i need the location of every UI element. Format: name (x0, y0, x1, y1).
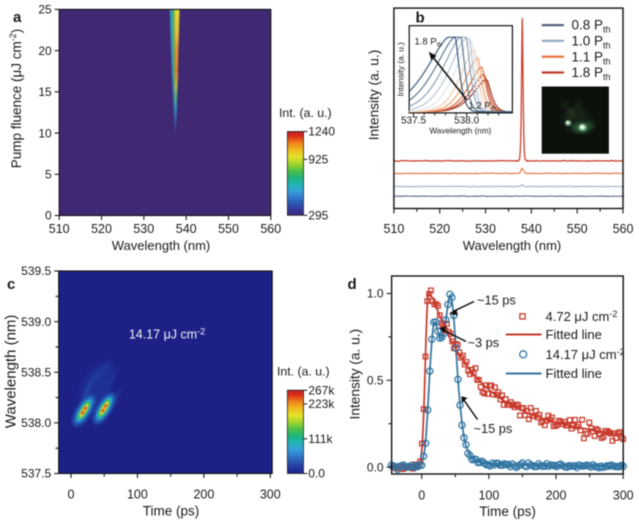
svg-text:539.0: 539.0 (21, 315, 51, 329)
svg-text:Wavelength (nm): Wavelength (nm) (112, 238, 211, 253)
svg-text:1.2 Pth: 1.2 Pth (469, 101, 497, 113)
svg-text:300: 300 (260, 488, 281, 502)
svg-text:Fitted line: Fitted line (546, 327, 602, 342)
svg-text:223k: 223k (308, 397, 335, 411)
svg-text:0: 0 (45, 209, 52, 223)
svg-text:510: 510 (383, 222, 404, 236)
svg-text:Intensity (a. u.): Intensity (a. u.) (367, 50, 382, 141)
svg-text:538.5: 538.5 (21, 366, 51, 380)
svg-text:540: 540 (521, 222, 542, 236)
svg-text:538.0: 538.0 (454, 116, 479, 127)
svg-text:14.17 μJ cm-2: 14.17 μJ cm-2 (129, 327, 205, 342)
svg-text:295: 295 (308, 209, 328, 223)
svg-text:1.1 Pth: 1.1 Pth (572, 49, 611, 66)
svg-text:d: d (348, 276, 357, 293)
svg-text:520: 520 (429, 222, 450, 236)
svg-text:1.0 Pth: 1.0 Pth (572, 34, 611, 51)
svg-text:Pump fluence (μJ cm-2): Pump fluence (μJ cm-2) (8, 29, 24, 169)
svg-text:550: 550 (218, 222, 239, 236)
svg-text:300: 300 (613, 489, 634, 503)
svg-text:Fitted line: Fitted line (546, 366, 602, 381)
svg-text:530: 530 (133, 222, 154, 236)
svg-text:Intensity (a. u.): Intensity (a. u.) (397, 42, 406, 96)
svg-text:Intensity (a. u.): Intensity (a. u.) (348, 329, 363, 420)
svg-text:1.0: 1.0 (367, 287, 384, 301)
svg-text:537.5: 537.5 (401, 116, 426, 127)
svg-text:560: 560 (260, 222, 281, 236)
svg-text:Time (ps): Time (ps) (143, 504, 200, 519)
svg-text:b: b (416, 10, 425, 27)
svg-text:538.0: 538.0 (21, 416, 51, 430)
svg-text:540: 540 (176, 222, 197, 236)
svg-text:~15 ps: ~15 ps (477, 293, 516, 308)
svg-text:10: 10 (38, 126, 52, 140)
svg-text:100: 100 (478, 489, 499, 503)
svg-text:~3 ps: ~3 ps (468, 335, 500, 350)
svg-text:Wavelength (nm): Wavelength (nm) (463, 238, 562, 253)
svg-text:Wavelength (nm): Wavelength (nm) (2, 315, 19, 429)
svg-text:0.8 Pth: 0.8 Pth (572, 18, 611, 35)
svg-text:0: 0 (418, 489, 425, 503)
svg-text:200: 200 (193, 488, 214, 502)
svg-text:200: 200 (546, 489, 567, 503)
svg-text:537.5: 537.5 (21, 467, 51, 481)
svg-text:111k: 111k (308, 432, 333, 446)
svg-text:0.0: 0.0 (367, 460, 384, 474)
svg-text:c: c (7, 276, 15, 293)
svg-text:1240: 1240 (308, 125, 335, 139)
svg-text:100: 100 (127, 488, 148, 502)
svg-text:Time (ps): Time (ps) (479, 504, 536, 519)
svg-text:550: 550 (567, 222, 588, 236)
svg-text:520: 520 (91, 222, 112, 236)
svg-text:Int. (a. u.): Int. (a. u.) (279, 106, 332, 120)
svg-text:14.17 μJ cm-2: 14.17 μJ cm-2 (546, 347, 625, 362)
svg-text:a: a (13, 9, 22, 26)
svg-text:1.8 Pth: 1.8 Pth (415, 37, 443, 49)
svg-text:25: 25 (38, 3, 52, 17)
svg-text:15: 15 (38, 85, 52, 99)
svg-text:20: 20 (38, 44, 52, 58)
svg-text:4.72 μJ cm-2: 4.72 μJ cm-2 (546, 309, 618, 324)
svg-text:Wavelength (nm): Wavelength (nm) (429, 127, 491, 136)
svg-text:510: 510 (49, 222, 70, 236)
svg-text:560: 560 (613, 222, 634, 236)
svg-text:5: 5 (45, 168, 52, 182)
svg-text:0.5: 0.5 (367, 374, 384, 388)
svg-text:267k: 267k (308, 383, 335, 397)
svg-text:530: 530 (475, 222, 496, 236)
svg-text:Int. (a. u.): Int. (a. u.) (277, 365, 330, 379)
svg-text:539.5: 539.5 (21, 264, 51, 278)
svg-text:~15 ps: ~15 ps (474, 421, 513, 436)
svg-text:0: 0 (68, 488, 75, 502)
svg-text:925: 925 (308, 153, 328, 167)
svg-text:0.0: 0.0 (308, 467, 325, 481)
svg-text:1.8 Pth: 1.8 Pth (572, 65, 611, 82)
